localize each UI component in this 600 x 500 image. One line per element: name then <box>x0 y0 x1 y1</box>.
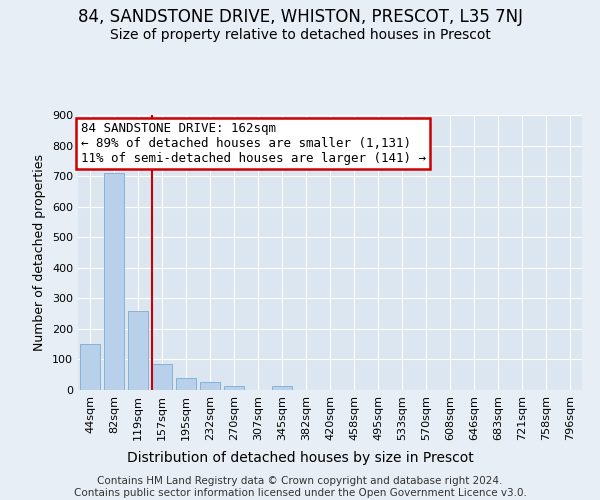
Bar <box>272 386 292 390</box>
Text: 84, SANDSTONE DRIVE, WHISTON, PRESCOT, L35 7NJ: 84, SANDSTONE DRIVE, WHISTON, PRESCOT, L… <box>77 8 523 26</box>
Bar <box>104 173 124 390</box>
Bar <box>128 310 148 390</box>
Bar <box>200 382 220 390</box>
Bar <box>80 344 100 390</box>
Text: Size of property relative to detached houses in Prescot: Size of property relative to detached ho… <box>110 28 490 42</box>
Bar <box>152 364 172 390</box>
Text: Contains HM Land Registry data © Crown copyright and database right 2024.
Contai: Contains HM Land Registry data © Crown c… <box>74 476 526 498</box>
Text: Distribution of detached houses by size in Prescot: Distribution of detached houses by size … <box>127 451 473 465</box>
Y-axis label: Number of detached properties: Number of detached properties <box>34 154 46 351</box>
Bar <box>176 378 196 390</box>
Bar <box>224 386 244 390</box>
Text: 84 SANDSTONE DRIVE: 162sqm
← 89% of detached houses are smaller (1,131)
11% of s: 84 SANDSTONE DRIVE: 162sqm ← 89% of deta… <box>80 122 425 165</box>
